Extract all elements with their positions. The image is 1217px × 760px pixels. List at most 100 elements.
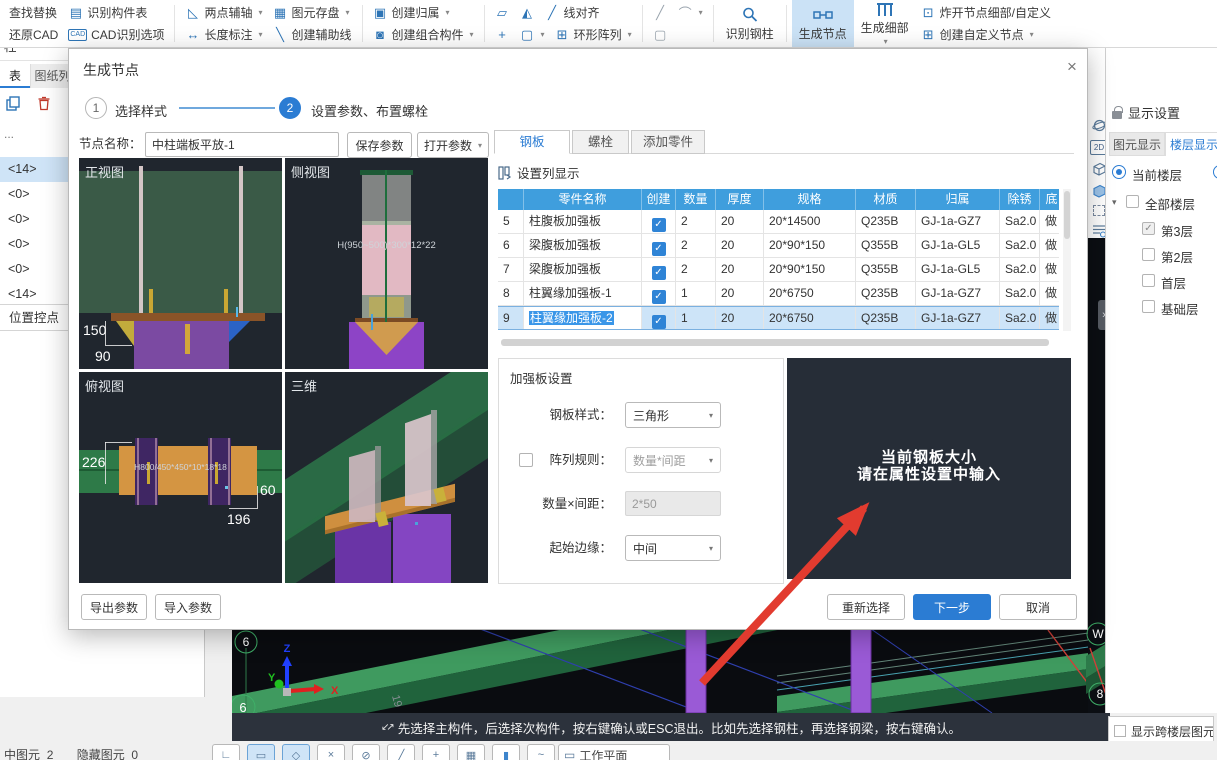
cancel-snap-button[interactable]: ×	[317, 744, 345, 760]
table-row[interactable]: 7 梁腹板加强板 ✓ 2 20 20*90*150 Q355B GJ-1a-GL…	[498, 258, 1059, 282]
element-save-button[interactable]: ▦ 图元存盘 ▾	[273, 4, 350, 21]
front-view[interactable]: 正视图 150 90	[79, 158, 282, 369]
box-tool-button[interactable]: ▢ ▾	[515, 25, 550, 45]
other-floor-radio[interactable]	[1213, 165, 1217, 179]
restore-cad-button[interactable]: 还原CAD	[9, 28, 59, 42]
name-edit-field[interactable]: 柱翼缘加强板-2	[529, 311, 614, 325]
grid-snap-button[interactable]: ▦	[457, 744, 485, 760]
tree-item-floor1[interactable]: 首层	[1161, 277, 1187, 291]
list-item[interactable]: <0>	[8, 262, 30, 276]
draw-arc-button[interactable]: ⌒ ▾	[673, 3, 708, 23]
find-replace-button[interactable]: 查找替换	[9, 6, 58, 20]
current-floor-radio[interactable]	[1112, 165, 1126, 179]
recognize-member-table-button[interactable]: ▤ 识别构件表	[69, 4, 148, 21]
side-view[interactable]: 侧视图 H(950~500)*300*12*22	[285, 158, 488, 369]
array-rule-select[interactable]: 数量*间距 ▾	[625, 447, 721, 473]
recognize-steel-column-button[interactable]: 识别钢柱	[719, 0, 781, 47]
cube-outline-icon[interactable]	[1090, 162, 1108, 177]
tree-expand-icon[interactable]: ▾	[1112, 197, 1117, 207]
top-view[interactable]: 俯视图 226 60 196 H800/450*	[79, 372, 282, 583]
table-row[interactable]: 6 梁腹板加强板 ✓ 2 20 20*90*150 Q355B GJ-1a-GL…	[498, 234, 1059, 258]
tab-bolt[interactable]: 螺栓	[572, 130, 629, 154]
create-checkbox[interactable]: ✓	[651, 315, 666, 329]
tree-item-floor3[interactable]: 第3层	[1161, 225, 1193, 239]
count-spacing-input[interactable]	[625, 491, 721, 516]
no-snap-button[interactable]: ⊘	[352, 744, 380, 760]
table-row-selected[interactable]: 9 柱翼缘加强板-2 ✓ 1 20 20*6750 Q235B GJ-1a-GZ…	[498, 306, 1059, 330]
tab-add-part[interactable]: 添加零件	[631, 130, 705, 154]
ring-array-button[interactable]: ⊞ 环形阵列 ▾	[550, 25, 637, 45]
list-item[interactable]: <0>	[8, 237, 30, 251]
tab-member-table[interactable]: 表	[0, 64, 30, 88]
node-name-input[interactable]	[145, 132, 339, 157]
create-checkbox[interactable]: ✓	[651, 266, 666, 280]
table-row[interactable]: 5 柱腹板加强板 ✓ 2 20 20*14500 Q235B GJ-1a-GZ7…	[498, 210, 1059, 234]
move-button[interactable]: +	[490, 25, 515, 45]
next-step-button[interactable]: 下一步	[913, 594, 991, 620]
rect-select-button[interactable]: ▭	[247, 744, 275, 760]
iso-view[interactable]: 三维	[285, 372, 488, 583]
close-icon[interactable]: ×	[1067, 57, 1077, 76]
list-item[interactable]: <14>	[0, 157, 68, 182]
tree-item-floor2[interactable]: 第2层	[1161, 251, 1193, 265]
work-plane-select[interactable]: ▭ 工作平面	[558, 744, 670, 760]
table-row[interactable]: 8 柱翼缘加强板-1 ✓ 1 20 20*6750 Q235B GJ-1a-GZ…	[498, 282, 1059, 306]
curve-snap-button[interactable]: ~	[527, 744, 555, 760]
create-checkbox[interactable]: ✓	[651, 290, 666, 304]
draw-rect-button[interactable]: ▢	[648, 25, 673, 45]
open-params-button[interactable]: 打开参数 ▾	[417, 132, 489, 158]
cancel-button[interactable]: 取消	[999, 594, 1077, 620]
tab-steel-plate[interactable]: 钢板	[494, 130, 570, 154]
diagonal-snap-button[interactable]: ╱	[387, 744, 415, 760]
cad-recognize-options-button[interactable]: CAD CAD识别选项	[68, 28, 165, 42]
line-align-button[interactable]: ╱ 线对齐	[540, 3, 605, 23]
create-checkbox[interactable]: ✓	[651, 218, 666, 232]
table-horizontal-scrollbar[interactable]	[501, 339, 1049, 346]
orientation-gizmo[interactable]: Z X Y	[268, 643, 339, 697]
tree-item-all-floors[interactable]: 全部楼层	[1145, 198, 1196, 212]
create-aux-line-button[interactable]: ╲ 创建辅助线	[268, 25, 357, 45]
explode-node-detail-button[interactable]: ⊡ 炸开节点细部/自定义	[916, 3, 1056, 23]
create-checkbox[interactable]: ✓	[651, 242, 666, 256]
position-control-button[interactable]: 位置控点	[0, 304, 68, 331]
ortho-button[interactable]: ▮	[492, 744, 520, 760]
trash-icon[interactable]	[37, 96, 51, 114]
array-rule-checkbox[interactable]	[519, 453, 533, 467]
copy-icon[interactable]	[6, 96, 21, 114]
export-params-button[interactable]: 导出参数	[81, 594, 147, 620]
start-edge-select[interactable]: 中间 ▾	[625, 535, 721, 561]
import-params-button[interactable]: 导入参数	[155, 594, 221, 620]
create-combo-member-button[interactable]: ◙ 创建组合构件 ▾	[368, 25, 479, 45]
generate-node-button[interactable]: 生成节点	[791, 0, 854, 47]
axis-snap-button[interactable]: ∟	[212, 744, 240, 760]
mirror-button[interactable]: ◭	[515, 3, 540, 23]
table-vertical-scrollbar[interactable]	[1063, 189, 1071, 331]
select-region-icon[interactable]	[1093, 205, 1105, 217]
draw-line-button[interactable]: ╱	[648, 3, 673, 23]
two-point-axis-button[interactable]: ◺ 两点辅轴 ▾	[180, 3, 267, 23]
lock-icon[interactable]	[1112, 105, 1123, 119]
plate-style-select[interactable]: 三角形 ▾	[625, 402, 721, 428]
floor1-checkbox[interactable]	[1142, 274, 1155, 287]
create-custom-node-button[interactable]: ⊞ 创建自定义节点 ▾	[916, 25, 1056, 45]
cross-floor-checkbox[interactable]	[1114, 725, 1126, 737]
copy-button[interactable]: ▱	[490, 3, 515, 23]
list-item[interactable]: <14>	[8, 287, 37, 301]
tree-item-foundation[interactable]: 基础层	[1161, 303, 1199, 317]
create-belonging-button[interactable]: ▣ 创建归属 ▾	[373, 4, 450, 21]
length-dimension-button[interactable]: ↔ 长度标注 ▾	[186, 27, 263, 42]
set-column-display-button[interactable]: 设置列显示	[498, 163, 580, 182]
solid-mode-button[interactable]: ◇	[282, 744, 310, 760]
all-floors-checkbox[interactable]	[1126, 195, 1139, 208]
list-item[interactable]: <0>	[8, 187, 30, 201]
floor3-checkbox[interactable]: ✓	[1142, 222, 1155, 235]
list-item[interactable]: <0>	[8, 212, 30, 226]
save-params-button[interactable]: 保存参数	[347, 132, 412, 158]
foundation-checkbox[interactable]	[1142, 300, 1155, 313]
tab-element-display[interactable]: 图元显示	[1109, 132, 1165, 156]
add-snap-button[interactable]: +	[422, 744, 450, 760]
cube-solid-icon[interactable]	[1090, 184, 1108, 199]
tab-floor-display[interactable]: 楼层显示	[1165, 132, 1217, 156]
reselect-button[interactable]: 重新选择	[827, 594, 905, 620]
floor2-checkbox[interactable]	[1142, 248, 1155, 261]
